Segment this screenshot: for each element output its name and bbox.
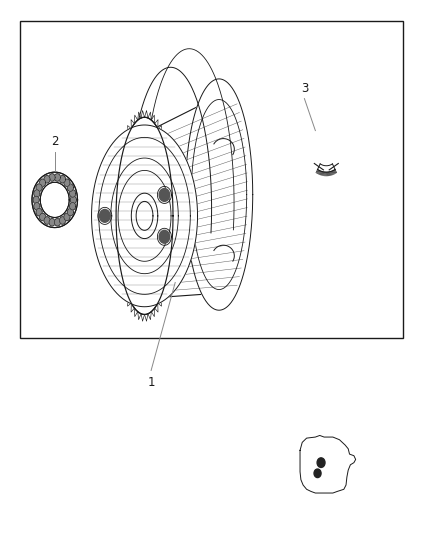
- Circle shape: [159, 230, 170, 243]
- Circle shape: [39, 179, 46, 187]
- Polygon shape: [116, 117, 173, 314]
- Polygon shape: [185, 79, 253, 310]
- Polygon shape: [111, 158, 178, 273]
- Circle shape: [67, 208, 74, 216]
- Circle shape: [34, 203, 40, 210]
- Circle shape: [99, 209, 110, 222]
- Circle shape: [70, 203, 76, 210]
- Circle shape: [36, 208, 42, 216]
- Text: 1: 1: [147, 376, 155, 389]
- Circle shape: [159, 189, 170, 201]
- Circle shape: [314, 469, 321, 478]
- Polygon shape: [32, 172, 78, 228]
- Circle shape: [44, 217, 50, 224]
- Circle shape: [49, 219, 55, 226]
- Circle shape: [36, 184, 42, 191]
- Circle shape: [64, 179, 70, 187]
- Polygon shape: [191, 96, 247, 293]
- Circle shape: [67, 184, 74, 191]
- Circle shape: [317, 458, 325, 467]
- Circle shape: [44, 175, 50, 183]
- Text: 3: 3: [301, 82, 308, 95]
- Circle shape: [54, 219, 60, 226]
- Polygon shape: [40, 182, 69, 217]
- Circle shape: [33, 196, 39, 204]
- Circle shape: [70, 190, 76, 197]
- Circle shape: [64, 213, 70, 221]
- Polygon shape: [131, 193, 158, 239]
- Polygon shape: [92, 125, 198, 306]
- Circle shape: [39, 213, 46, 221]
- Text: 2: 2: [51, 135, 59, 148]
- Circle shape: [60, 175, 66, 183]
- Circle shape: [54, 174, 60, 181]
- Circle shape: [60, 217, 66, 224]
- Circle shape: [34, 190, 40, 197]
- Circle shape: [49, 174, 55, 181]
- Circle shape: [70, 196, 76, 204]
- Bar: [20, 21, 403, 338]
